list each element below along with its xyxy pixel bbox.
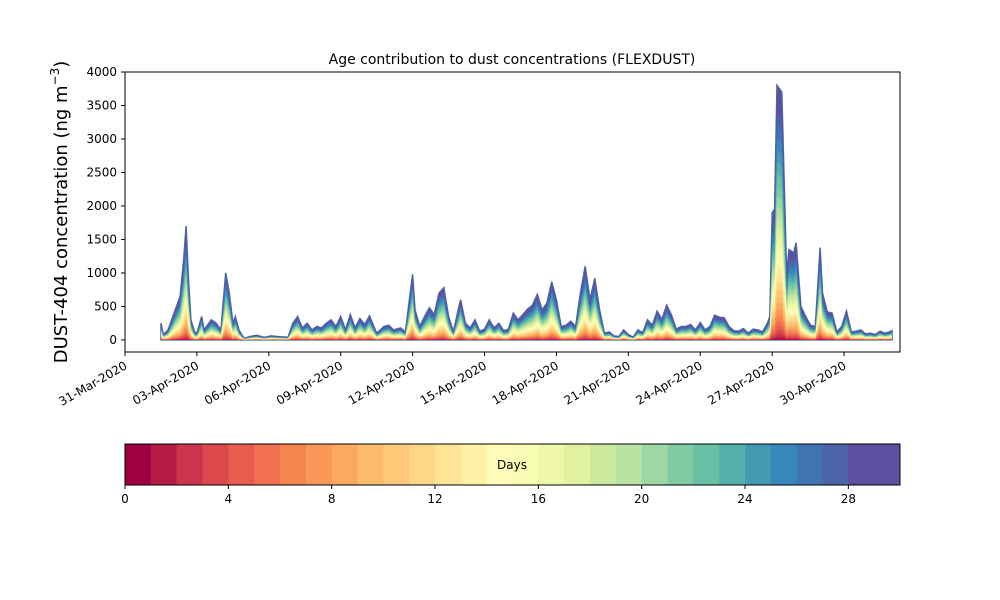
stacked-area-series <box>160 83 893 341</box>
colorbar-bin <box>435 444 462 485</box>
colorbar-tick-label: 4 <box>225 492 233 506</box>
colorbar-bin <box>796 444 823 485</box>
y-axis-label-close: ) <box>51 61 72 68</box>
colorbar-bin <box>357 444 384 485</box>
chart-title: Age contribution to dust concentrations … <box>329 52 696 68</box>
y-tick-label: 1500 <box>86 232 117 246</box>
x-tick-label: 15-Apr-2020 <box>418 358 489 407</box>
colorbar-tick-label: 0 <box>121 492 129 506</box>
colorbar <box>125 444 901 485</box>
colorbar-tick-label: 28 <box>841 492 856 506</box>
x-tick-label: 27-Apr-2020 <box>705 358 776 407</box>
x-tick-label: 24-Apr-2020 <box>634 358 705 407</box>
colorbar-bin <box>512 444 539 485</box>
x-tick-label: 12-Apr-2020 <box>346 358 417 407</box>
y-tick-label: 4000 <box>86 65 117 79</box>
colorbar-tick-label: 24 <box>737 492 752 506</box>
colorbar-bin <box>125 444 152 485</box>
colorbar-bin <box>848 444 875 485</box>
x-tick-label: 21-Apr-2020 <box>562 358 633 407</box>
colorbar-bin <box>693 444 720 485</box>
colorbar-bin <box>719 444 746 485</box>
colorbar-bin <box>486 444 513 485</box>
x-tick-label: 03-Apr-2020 <box>130 358 201 407</box>
colorbar-bin <box>667 444 694 485</box>
colorbar-tick-label: 12 <box>427 492 442 506</box>
colorbar-bin <box>202 444 229 485</box>
colorbar-tick-label: 8 <box>328 492 336 506</box>
age-band-area <box>161 336 892 340</box>
colorbar-bin <box>383 444 410 485</box>
colorbar-bin <box>150 444 178 485</box>
y-tick-label: 1000 <box>86 266 117 280</box>
colorbar-bin <box>176 444 203 485</box>
y-tick-label: 2000 <box>86 199 117 213</box>
colorbar-bin <box>641 444 668 485</box>
colorbar-tick-label: 20 <box>634 492 649 506</box>
x-tick-label: 09-Apr-2020 <box>274 358 345 407</box>
y-axis-label: DUST-404 concentration (ng m−3) <box>48 61 72 364</box>
x-tick-label: 31-Mar-2020 <box>56 358 129 408</box>
plot-frame <box>124 71 901 353</box>
x-tick-label: 30-Apr-2020 <box>777 358 848 407</box>
y-tick-label: 0 <box>109 333 117 347</box>
colorbar-tick-label: 16 <box>531 492 546 506</box>
colorbar-bin <box>590 444 617 485</box>
y-tick-label: 2500 <box>86 165 117 179</box>
colorbar-bin <box>228 444 255 485</box>
colorbar-bin <box>460 444 488 485</box>
x-tick-label: 06-Apr-2020 <box>202 358 273 407</box>
x-axis-ticks: 31-Mar-2020 03-Apr-2020 06-Apr-2020 09-Apr-… <box>56 352 849 409</box>
y-tick-label: 3500 <box>86 98 117 112</box>
y-axis-ticks: 0 500 1000 1500 2000 2500 3000 3500 4000 <box>86 65 125 347</box>
colorbar-bin <box>409 444 436 485</box>
colorbar-bin <box>280 444 307 485</box>
colorbar-bin <box>254 444 281 485</box>
y-axis-label-sup: −3 <box>48 68 62 86</box>
x-tick-label: 18-Apr-2020 <box>490 358 561 407</box>
age-band-area <box>161 338 892 340</box>
y-tick-label: 3000 <box>86 132 117 146</box>
y-tick-label: 500 <box>94 299 117 313</box>
colorbar-label: Days <box>497 458 527 472</box>
colorbar-bin <box>615 444 643 485</box>
colorbar-bin <box>874 444 901 485</box>
y-axis-label-main: DUST-404 concentration (ng m <box>51 85 72 363</box>
colorbar-bin <box>305 444 333 485</box>
colorbar-bin <box>770 444 798 485</box>
colorbar-bin <box>822 444 849 485</box>
colorbar-bin <box>564 444 591 485</box>
colorbar-ticks: 0 4 8 12 16 20 24 28 <box>121 485 856 506</box>
colorbar-frame <box>124 443 901 486</box>
colorbar-bin <box>331 444 358 485</box>
colorbar-bin <box>538 444 565 485</box>
colorbar-bin <box>745 444 772 485</box>
